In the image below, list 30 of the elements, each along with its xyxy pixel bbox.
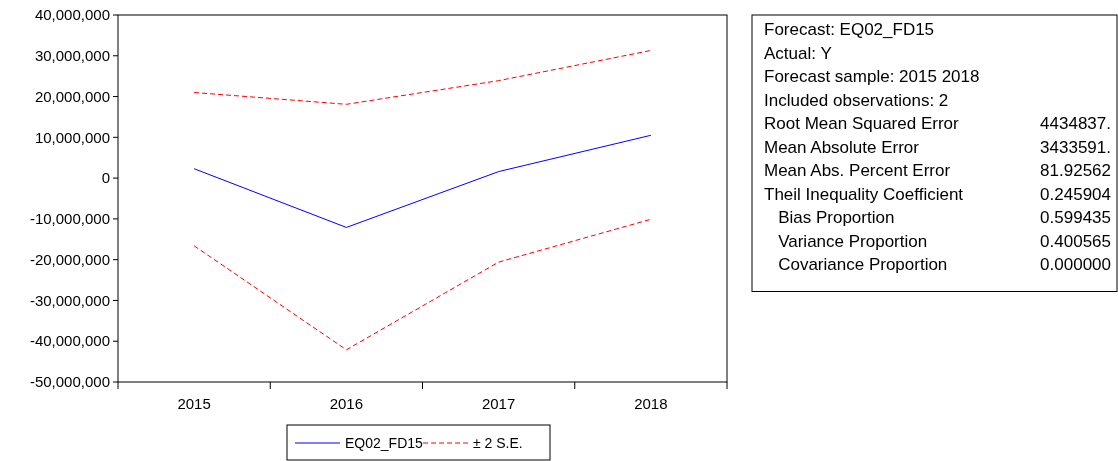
y-tick-label: -30,000,000 — [29, 291, 110, 309]
y-tick-label: 40,000,000 — [34, 6, 110, 24]
text: Variance Proportion 0.400565 — [778, 231, 1111, 251]
x-tick-label: 2015 — [177, 395, 211, 412]
legend-label: ± 2 S.E. — [473, 434, 523, 451]
y-tick-label: 20,000,000 — [34, 87, 110, 105]
text: Theil Inequality Coefficient 0.245904 — [764, 184, 1111, 204]
line-series — [193, 134, 652, 228]
line-series — [193, 49, 652, 105]
text: Covariance Proportion 0.000000 — [778, 255, 1111, 274]
line-series — [193, 218, 652, 351]
x-tick-label: 2016 — [329, 395, 364, 412]
y-tick-label: -40,000,000 — [29, 332, 110, 350]
text: Mean Abs. Percent Error 81.92562 — [764, 161, 1111, 180]
x-tick-label: 2017 — [481, 395, 516, 412]
text: Actual: Y — [764, 43, 832, 63]
text: Mean Absolute Error 3433591. — [764, 137, 1111, 157]
text: Root Mean Squared Error 4434837. — [764, 114, 1111, 133]
legend-label: EQ02_FD15 — [345, 434, 424, 451]
y-tick-label: 0 — [101, 169, 110, 187]
y-tick-label: -50,000,000 — [29, 373, 110, 391]
text: Forecast sample: 2015 2018 — [764, 67, 980, 86]
text: Forecast: EQ02_FD15 — [764, 20, 935, 39]
y-tick-label: 10,000,000 — [34, 128, 110, 146]
text: Bias Proportion 0.599435 — [778, 208, 1111, 227]
text: Included observations: 2 — [764, 90, 949, 110]
y-tick-label: 30,000,000 — [34, 47, 110, 65]
y-tick-label: -10,000,000 — [29, 210, 110, 228]
x-tick-label: 2018 — [634, 395, 668, 412]
y-tick-label: -20,000,000 — [29, 250, 110, 268]
